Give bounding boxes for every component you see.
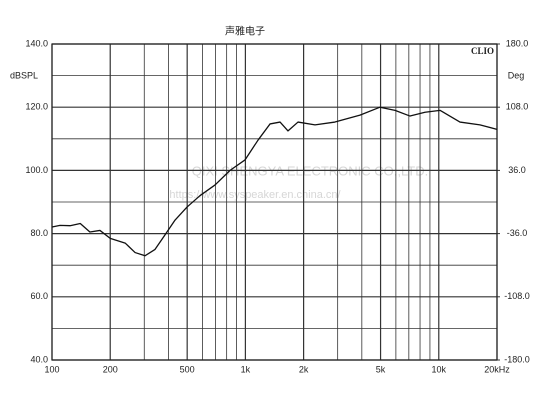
x-tick-label: 1k xyxy=(241,364,251,374)
y-tick-label: 40.0 xyxy=(30,354,48,364)
y-tick-label: 100.0 xyxy=(25,165,48,175)
brand: CLIO xyxy=(471,46,494,56)
y2-tick-label: 180.0 xyxy=(506,38,529,48)
x-tick-label: 2k xyxy=(299,364,309,374)
response-curve xyxy=(51,106,498,257)
y2-tick-label: 36.0 xyxy=(508,165,526,175)
y2-tick-label: -108.0 xyxy=(504,291,530,301)
x-tick-label: 10k xyxy=(432,364,447,374)
y2-tick-label: -180.0 xyxy=(504,354,530,364)
y-tick-label: 80.0 xyxy=(30,228,48,238)
plot-frame xyxy=(51,43,498,361)
chart-title: 声雅电子 xyxy=(225,25,265,38)
watermark: https://www.syspeaker.en.china.cn/ xyxy=(169,189,341,201)
y-axis-label: dBSPL xyxy=(10,70,38,80)
y-tick-label: 120.0 xyxy=(25,102,48,112)
y2-tick-label: -36.0 xyxy=(507,228,528,238)
y-tick-label: 140.0 xyxy=(25,38,48,48)
y2-tick-label: 108.0 xyxy=(506,102,529,112)
x-tick-label: 20kHz xyxy=(484,364,510,374)
x-tick-label: 500 xyxy=(180,364,195,374)
x-tick-label: 100 xyxy=(44,364,59,374)
y2-axis-label: Deg xyxy=(508,70,525,80)
x-tick-label: 5k xyxy=(376,364,386,374)
x-tick-label: 200 xyxy=(103,364,118,374)
y-tick-label: 60.0 xyxy=(30,291,48,301)
